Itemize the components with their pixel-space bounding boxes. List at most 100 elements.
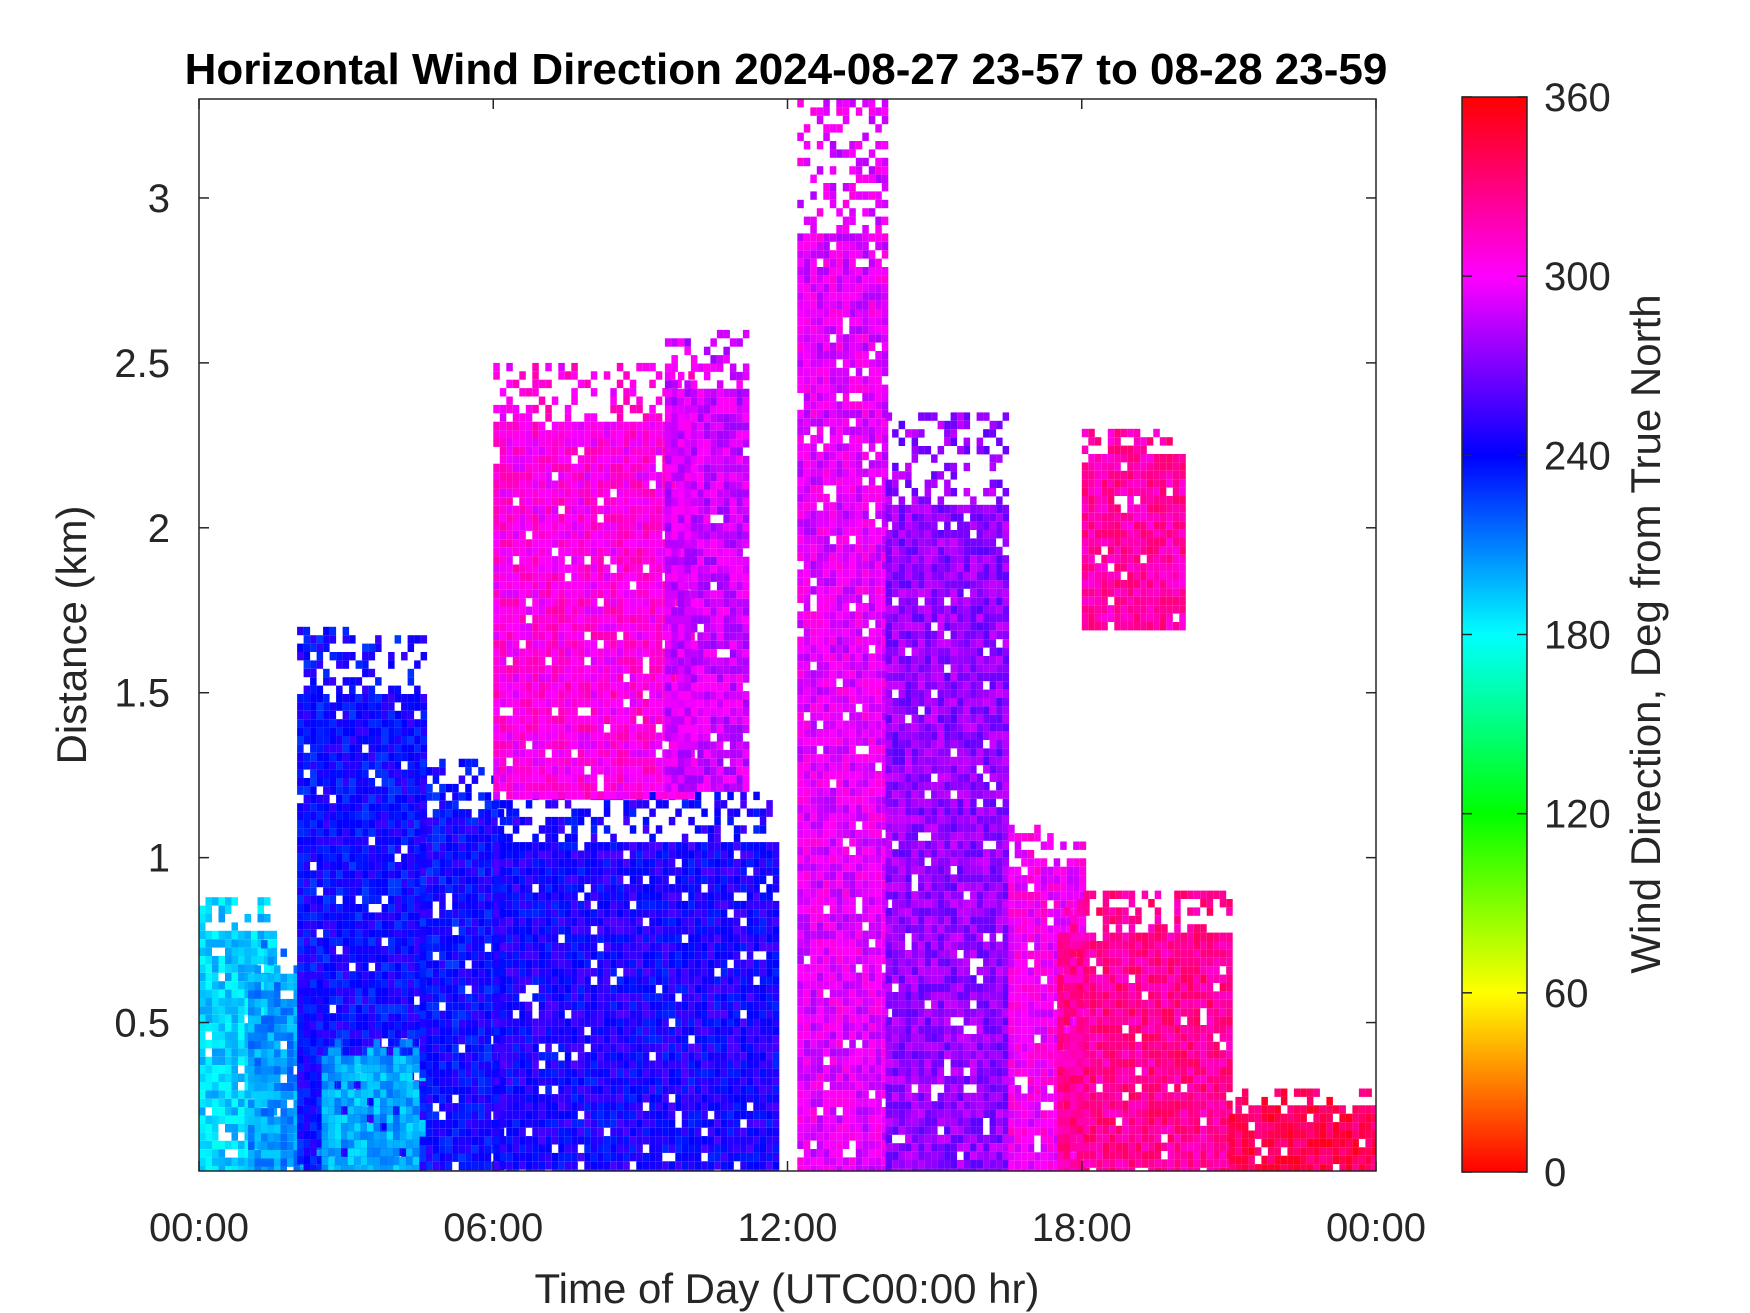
heatmap-cell bbox=[564, 909, 572, 918]
heatmap-cell bbox=[419, 985, 427, 994]
heatmap-cell bbox=[753, 1018, 760, 1027]
heatmap-cell bbox=[499, 909, 507, 918]
heatmap-cell bbox=[426, 825, 433, 835]
heatmap-cell bbox=[465, 884, 472, 894]
heatmap-cell bbox=[571, 782, 578, 792]
heatmap-cell bbox=[506, 1094, 513, 1103]
heatmap-cell bbox=[707, 1035, 715, 1044]
heatmap-cell bbox=[564, 984, 572, 994]
heatmap-cell bbox=[355, 1046, 363, 1056]
heatmap-cell bbox=[349, 794, 356, 804]
heatmap-cell bbox=[551, 842, 559, 851]
heatmap-cell bbox=[727, 1102, 734, 1111]
heatmap-cell bbox=[642, 934, 650, 943]
heatmap-cell bbox=[407, 988, 415, 997]
heatmap-cell bbox=[525, 850, 533, 859]
heatmap-cell bbox=[694, 909, 702, 918]
heatmap-cell bbox=[401, 996, 408, 1005]
heatmap-cell bbox=[471, 926, 479, 936]
heatmap-cell bbox=[231, 1048, 238, 1057]
heatmap-cell bbox=[401, 962, 408, 972]
heatmap-cell bbox=[545, 472, 552, 481]
heatmap-cell bbox=[329, 946, 337, 955]
heatmap-cell bbox=[439, 825, 446, 835]
heatmap-cell bbox=[675, 942, 682, 952]
heatmap-cell bbox=[740, 1110, 747, 1120]
heatmap-cell bbox=[610, 1161, 617, 1170]
heatmap-cell bbox=[668, 858, 676, 868]
heatmap-cell bbox=[772, 1001, 780, 1011]
heatmap-cell bbox=[394, 912, 402, 921]
heatmap-cell bbox=[519, 757, 526, 767]
heatmap-cell bbox=[336, 870, 343, 879]
heatmap-cell bbox=[558, 1001, 565, 1011]
heatmap-cell bbox=[571, 1001, 578, 1011]
heatmap-cell bbox=[471, 1094, 479, 1104]
heatmap-cell bbox=[432, 775, 440, 784]
heatmap-cell bbox=[772, 1161, 780, 1170]
heatmap-cell bbox=[303, 971, 311, 980]
heatmap-cell bbox=[394, 870, 402, 879]
heatmap-cell bbox=[375, 803, 382, 812]
heatmap-cell bbox=[564, 858, 572, 868]
heatmap-cell bbox=[393, 1165, 400, 1171]
heatmap-cell bbox=[316, 1088, 324, 1098]
heatmap-cell bbox=[471, 985, 479, 994]
heatmap-cell bbox=[368, 719, 376, 728]
heatmap-cell bbox=[506, 800, 513, 809]
heatmap-cell bbox=[465, 1161, 472, 1171]
heatmap-cell bbox=[493, 707, 500, 716]
heatmap-cell bbox=[394, 778, 402, 787]
heatmap-cell bbox=[655, 1018, 663, 1027]
heatmap-cell bbox=[394, 954, 402, 963]
heatmap-cell bbox=[766, 1068, 773, 1078]
heatmap-cell bbox=[297, 736, 304, 745]
heatmap-cell bbox=[212, 1115, 219, 1124]
heatmap-cell bbox=[551, 480, 559, 489]
heatmap-cell bbox=[551, 656, 559, 666]
heatmap-cell bbox=[512, 1136, 520, 1145]
heatmap-cell bbox=[419, 1111, 427, 1120]
heatmap-cell bbox=[519, 438, 526, 447]
heatmap-cell bbox=[432, 1136, 440, 1146]
heatmap-cell bbox=[439, 792, 446, 801]
heatmap-cell bbox=[519, 581, 526, 590]
heatmap-cell bbox=[329, 652, 337, 661]
heatmap-cell bbox=[218, 1006, 225, 1015]
heatmap-cell bbox=[388, 920, 395, 930]
heatmap-cell bbox=[512, 547, 520, 557]
heatmap-cell bbox=[733, 825, 741, 834]
heatmap-cell bbox=[714, 900, 721, 910]
heatmap-cell bbox=[225, 1065, 232, 1074]
heatmap-cell bbox=[629, 1152, 637, 1162]
heatmap-cell bbox=[688, 942, 695, 952]
heatmap-cell bbox=[525, 698, 533, 708]
heatmap-cell bbox=[452, 960, 459, 969]
heatmap-cell bbox=[701, 1119, 708, 1128]
heatmap-cell bbox=[512, 900, 520, 910]
heatmap-cell bbox=[714, 984, 721, 994]
heatmap-cell bbox=[623, 984, 630, 994]
heatmap-cell bbox=[439, 817, 446, 826]
heatmap-cell bbox=[512, 413, 520, 422]
heatmap-cell bbox=[458, 825, 466, 835]
heatmap-cell bbox=[199, 905, 206, 914]
heatmap-cell bbox=[694, 1001, 702, 1011]
heatmap-cell bbox=[414, 862, 421, 871]
heatmap-cell bbox=[321, 1165, 329, 1171]
heatmap-cell bbox=[419, 1136, 427, 1146]
heatmap-cell bbox=[681, 842, 689, 851]
heatmap-cell bbox=[439, 985, 446, 994]
heatmap-cell bbox=[649, 942, 656, 952]
heatmap-cell bbox=[367, 1123, 374, 1132]
heatmap-cell bbox=[766, 909, 773, 918]
heatmap-cell bbox=[205, 1132, 212, 1141]
heatmap-cell bbox=[571, 665, 578, 674]
heatmap-cell bbox=[616, 1127, 624, 1137]
heatmap-cell bbox=[426, 977, 433, 986]
heatmap-cell bbox=[329, 1013, 337, 1022]
heatmap-cell bbox=[205, 1166, 212, 1171]
heatmap-cell bbox=[323, 820, 330, 829]
heatmap-cell bbox=[334, 1131, 342, 1140]
heatmap-cell bbox=[551, 446, 559, 456]
